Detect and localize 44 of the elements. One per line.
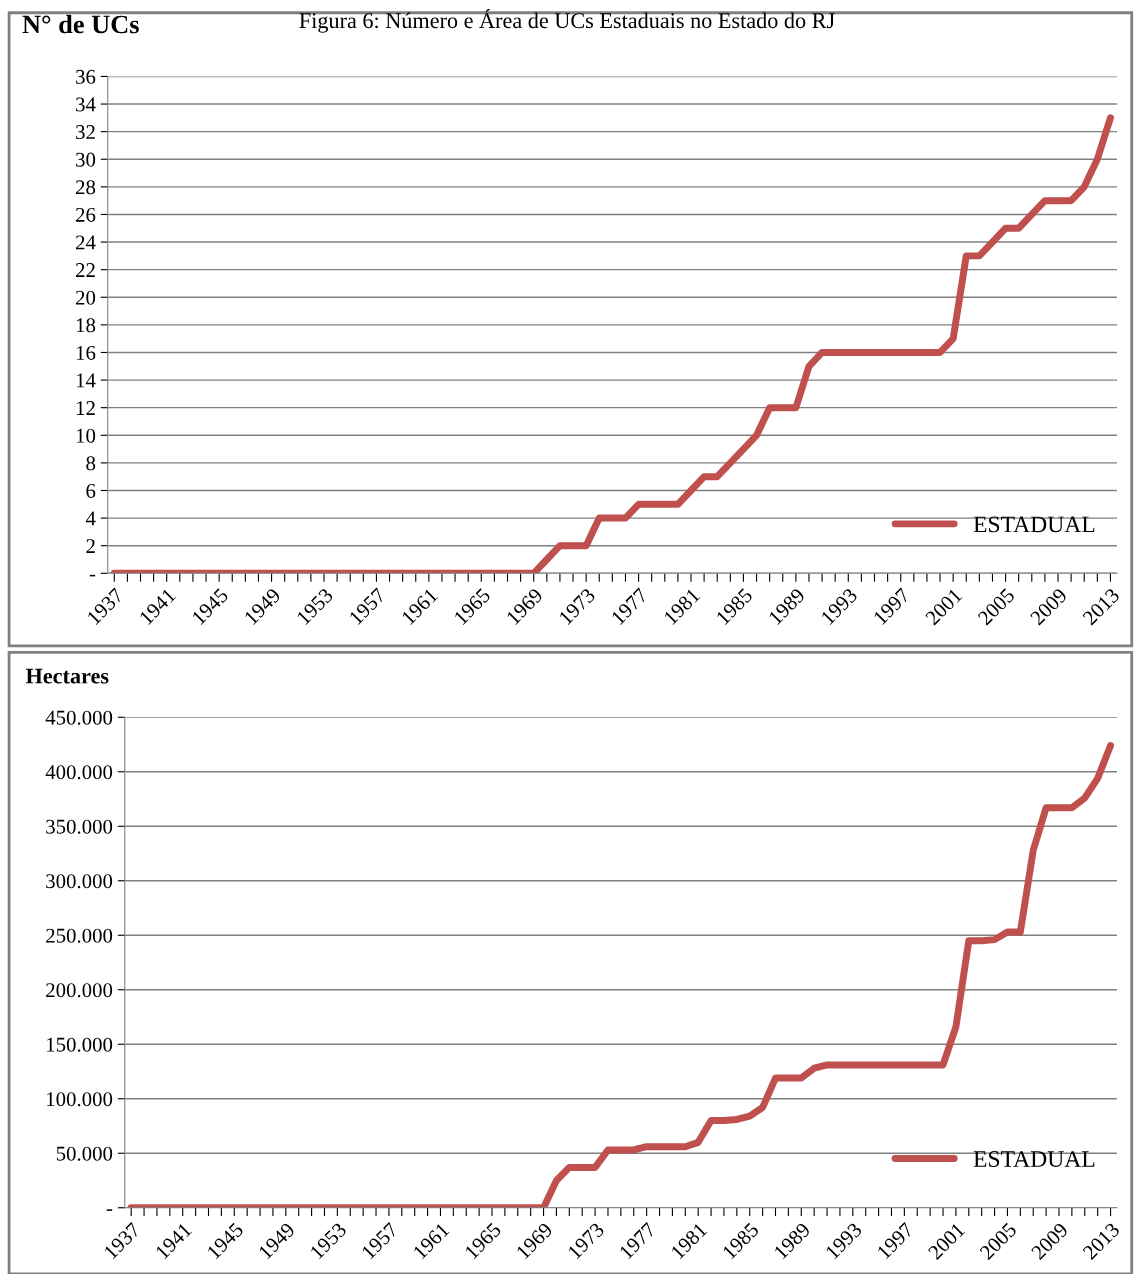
y-tick-label: 4 [85, 511, 96, 526]
y-axis-title: N° de UCs [22, 14, 139, 34]
y-tick-label: 30 [76, 152, 96, 167]
y-tick-label: 8 [86, 456, 96, 471]
y-tick-label: 250.000 [46, 928, 113, 943]
x-tick-label: 1961 [412, 1222, 450, 1260]
y-tick-label: 6 [86, 483, 96, 498]
x-tick-label: 1981 [663, 587, 701, 626]
chart-title: Figura 6: Número e Área de UCs Estaduais no Estado do RJ [299, 8, 835, 33]
x-tick-label: 1989 [773, 1221, 812, 1260]
legend-label: ESTADUAL [973, 1151, 1095, 1167]
y-tick-label: - [106, 1209, 113, 1211]
y-tick-label: 22 [76, 263, 95, 277]
x-tick-label: 1941 [139, 587, 177, 626]
x-tick-label: 1961 [401, 587, 439, 626]
y-tick-label: 400.000 [45, 765, 113, 780]
y-tick-label: - [89, 574, 96, 577]
y-tick-label: 10 [76, 428, 96, 443]
y-tick-label: 28 [76, 180, 96, 195]
y-tick-label: 150.000 [47, 1037, 113, 1052]
y-tick-label: 32 [76, 125, 95, 140]
y-tick-label: 2 [86, 539, 95, 553]
y-tick-label: 300.000 [46, 874, 113, 889]
y-tick-label: 20 [76, 290, 96, 305]
x-tick-label: 1949 [258, 1222, 296, 1260]
y-tick-label: 18 [76, 318, 96, 333]
y-tick-label: 350.000 [46, 819, 113, 834]
y-tick-label: 100.000 [47, 1092, 113, 1107]
y-tick-label: 26 [76, 207, 96, 222]
y-tick-label: 36 [76, 69, 96, 84]
y-tick-label: 200.000 [46, 983, 113, 998]
y-tick-label: 24 [76, 235, 96, 250]
y-tick-label: 14 [76, 373, 96, 388]
y-tick-label: 450.000 [45, 710, 113, 725]
x-tick-label: 1941 [155, 1222, 193, 1260]
legend-label: ESTADUAL [973, 516, 1095, 533]
x-tick-label: 1981 [670, 1222, 708, 1260]
x-tick-label: 1969 [515, 1222, 554, 1260]
x-tick-label: 1953 [309, 1221, 348, 1260]
y-tick-label: 12 [76, 401, 95, 415]
y-tick-label: 50.000 [56, 1146, 113, 1161]
y-tick-label: 16 [76, 345, 96, 360]
y-tick-label: 34 [76, 97, 96, 112]
y-axis-title: Hectares [25, 668, 109, 684]
